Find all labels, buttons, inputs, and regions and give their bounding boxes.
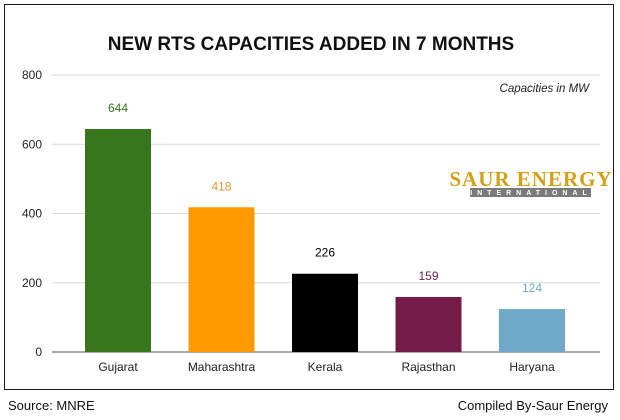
bar-gujarat [85, 129, 151, 352]
data-label-maharashtra: 418 [211, 179, 231, 193]
y-tick-label: 600 [22, 137, 42, 151]
y-tick-label: 800 [22, 68, 42, 82]
saur-energy-logo: SAUR ENERGY INTERNATIONAL [449, 167, 612, 197]
bar-kerala [292, 273, 358, 352]
category-label-maharashtra: Maharashtra [188, 360, 256, 374]
category-label-kerala: Kerala [308, 360, 343, 374]
category-label-rajasthan: Rajasthan [401, 360, 455, 374]
bar-haryana [499, 309, 565, 352]
logo-subtitle: INTERNATIONAL [470, 190, 592, 197]
y-tick-label: 0 [35, 345, 42, 359]
category-label-gujarat: Gujarat [98, 360, 138, 374]
data-label-rajasthan: 159 [418, 269, 438, 283]
source-note: Source: MNRE [8, 398, 95, 413]
data-label-kerala: 226 [315, 246, 335, 260]
y-tick-label: 400 [22, 207, 42, 221]
logo-band [470, 188, 591, 197]
chart-title: NEW RTS CAPACITIES ADDED IN 7 MONTHS [108, 34, 514, 55]
bar-maharashtra [188, 207, 255, 352]
y-axis-ticks: 0 200 400 600 800 [22, 68, 42, 359]
bar-rajasthan [395, 296, 462, 352]
category-label-haryana: Haryana [509, 360, 555, 374]
category-labels: Gujarat Maharashtra Kerala Rajasthan Haryana [98, 360, 555, 374]
data-label-haryana: 124 [522, 281, 542, 295]
credit-note: Compiled By-Saur Energy [457, 398, 608, 413]
y-tick-label: 200 [22, 276, 42, 290]
data-label-gujarat: 644 [108, 101, 128, 115]
units-note: Capacities in MW [500, 83, 591, 95]
bars [85, 129, 565, 352]
data-labels: 644 418 226 159 124 [108, 101, 542, 295]
logo-wordmark: SAUR ENERGY [449, 167, 612, 191]
